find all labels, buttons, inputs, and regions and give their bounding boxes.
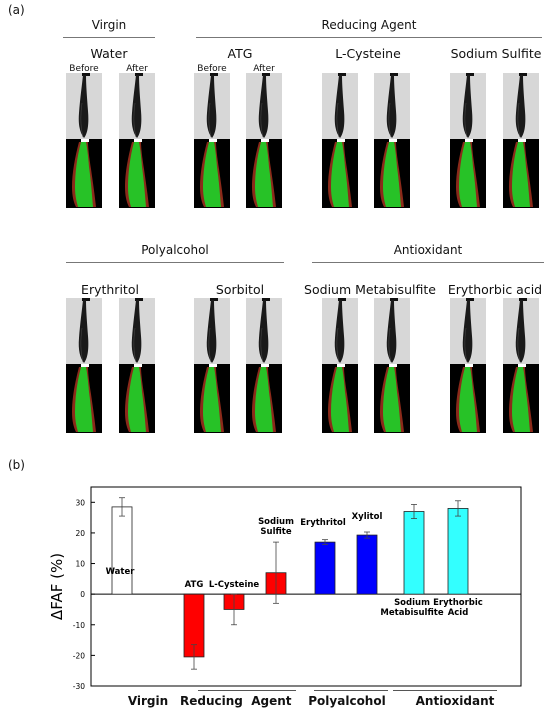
bar [314,541,336,595]
hair-photo [119,73,155,208]
bar-label: Erythritol [300,518,346,528]
hair-photo [322,298,358,433]
y-tick-label: 20 [75,529,85,538]
bar [447,508,469,595]
sample-name-erythorbic-acid: Erythorbic acid [447,282,543,297]
sample-name-sodium-sulfite: Sodium Sulfite [450,46,542,61]
hair-photo [66,73,102,208]
sample-name-l-cysteine: L-Cysteine [335,46,401,61]
bar [403,511,425,595]
group-rule-antioxidant-axis [393,690,497,691]
hair-photo [246,73,282,208]
bar-label: Sodium Metabisulfite [380,598,443,618]
panel-a-letter: (a) [8,3,25,17]
after-label-water: After [126,64,148,74]
category-label-polyalcohol: Polyalcohol [308,694,386,708]
group-title-antioxidant: Antioxidant [393,243,463,257]
group-rule-polyalcohol-axis [314,690,388,691]
bar [111,506,133,595]
y-tick-label: 0 [80,590,85,599]
hair-photo [246,298,282,433]
before-label-water: Before [69,64,99,74]
bar-label: Water [106,567,136,577]
hair-photo [450,73,486,208]
y-tick-label: 30 [75,498,85,507]
group-rule-virgin [63,37,155,38]
after-label-atg: After [253,64,275,74]
y-tick-label: 10 [75,560,85,569]
category-label-reducing-agent: Reducing Agent [180,694,292,708]
hair-photo [66,298,102,433]
group-rule-reducing-agent-axis [198,690,296,691]
hair-photo [374,73,410,208]
hair-photo [503,73,539,208]
sample-name-sodium-metabisulfite: Sodium Metabisulfite [304,282,436,297]
bar-label: Sodium Sulfite [258,517,294,537]
bar [356,534,378,595]
sample-name-erythritol: Erythritol [81,282,139,297]
hair-photo [374,298,410,433]
group-title-polyalcohol: Polyalcohol [141,243,209,257]
sample-name-atg: ATG [227,46,253,61]
bar-chart: -30 -20 -10 0 10 20 30 ΔFAF (%) Water ATG L-Cystei… [48,486,522,691]
bar-label: L-Cysteine [209,580,260,590]
y-tick-label: -10 [73,621,85,630]
y-axis-label: ΔFAF (%) [48,553,66,620]
group-title-virgin: Virgin [91,18,127,32]
sample-name-sorbitol: Sorbitol [215,282,265,297]
hair-photo [322,73,358,208]
hair-photo [503,298,539,433]
y-tick-label: -20 [73,651,85,660]
group-rule-reducing-agent [196,37,542,38]
group-rule-antioxidant [312,262,544,263]
hair-photo [194,73,230,208]
category-label-antioxidant: Antioxidant [415,694,495,708]
hair-photo [119,298,155,433]
panel-b-letter: (b) [8,458,25,472]
hair-photo [194,298,230,433]
group-rule-polyalcohol [66,262,284,263]
bar-label: Erythorbic Acid [433,598,483,618]
bar-label: ATG [185,580,204,590]
y-tick-label: -30 [73,682,85,691]
hair-photo [450,298,486,433]
bar-label: Xylitol [352,512,383,522]
group-title-reducing-agent: Reducing Agent [321,18,417,32]
before-label-atg: Before [197,64,227,74]
plot-frame [90,486,522,687]
category-label-virgin: Virgin [127,694,169,708]
sample-name-water: Water [90,46,128,61]
